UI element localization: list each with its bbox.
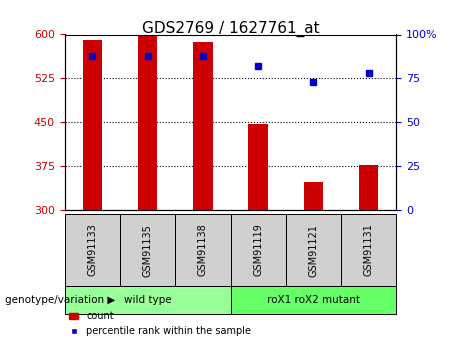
Bar	[248, 124, 268, 210]
Bar	[138, 36, 157, 210]
Text: wild type: wild type	[124, 295, 171, 305]
Text: genotype/variation ▶: genotype/variation ▶	[5, 295, 115, 305]
Text: GSM91121: GSM91121	[308, 224, 319, 277]
Text: GSM91133: GSM91133	[87, 224, 97, 276]
Text: roX1 roX2 mutant: roX1 roX2 mutant	[267, 295, 360, 305]
Legend: count, percentile rank within the sample: count, percentile rank within the sample	[65, 307, 255, 340]
Text: GSM91135: GSM91135	[142, 224, 153, 277]
Text: GSM91131: GSM91131	[364, 224, 374, 276]
Bar	[359, 165, 378, 210]
Text: GSM91119: GSM91119	[253, 224, 263, 276]
Text: GDS2769 / 1627761_at: GDS2769 / 1627761_at	[142, 21, 319, 37]
Text: GSM91138: GSM91138	[198, 224, 208, 276]
Bar	[193, 41, 213, 210]
Bar	[83, 40, 102, 210]
Bar	[304, 182, 323, 210]
